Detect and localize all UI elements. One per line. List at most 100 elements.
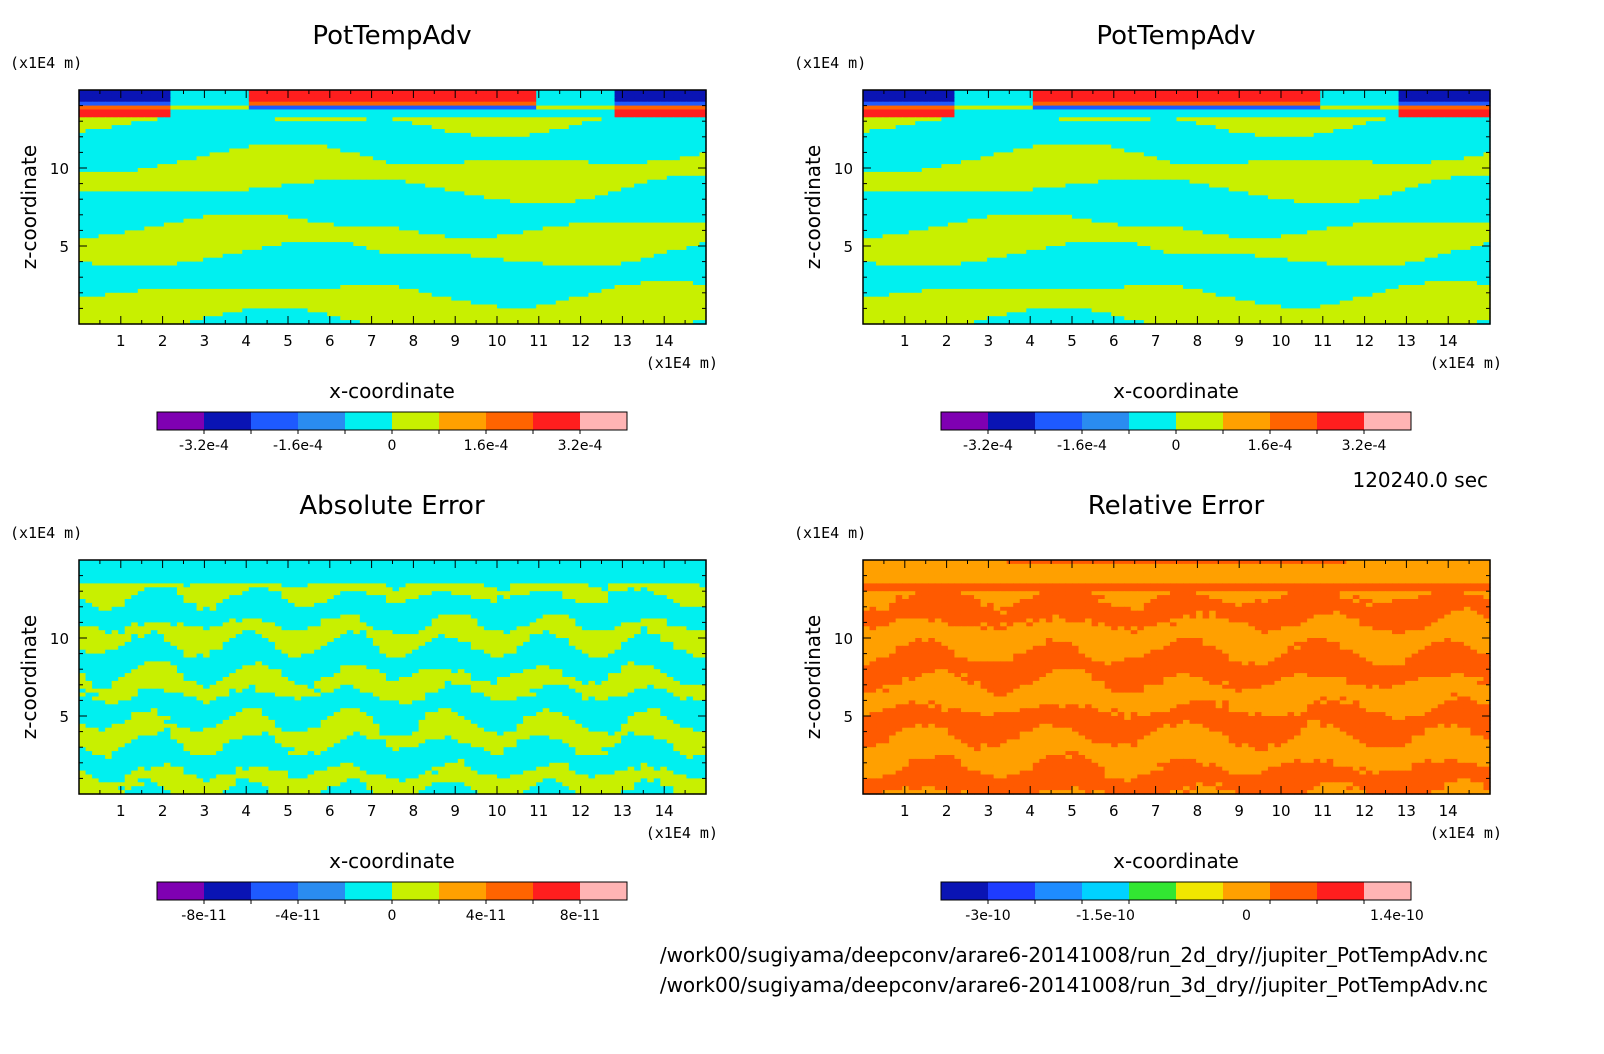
heatmap-cell <box>562 226 570 231</box>
heatmap-cell <box>510 249 518 255</box>
heatmap-cell <box>594 285 603 290</box>
heatmap-cell <box>555 179 563 185</box>
heatmap-cell <box>438 187 446 192</box>
heatmap-cell <box>307 105 315 111</box>
heatmap-cell <box>183 195 191 200</box>
heatmap-cell <box>118 218 126 224</box>
heatmap-cell <box>412 136 420 142</box>
heatmap-cell <box>288 90 296 95</box>
heatmap-cell <box>451 195 459 200</box>
heatmap-cell <box>692 242 701 247</box>
heatmap-cell <box>686 269 694 274</box>
heatmap-cell <box>529 285 537 290</box>
heatmap-cell <box>137 281 145 286</box>
heatmap-cell <box>660 121 668 126</box>
heatmap-cell <box>340 105 348 111</box>
heatmap-cell <box>647 269 655 274</box>
heatmap-cell <box>366 214 374 220</box>
heatmap-cell <box>340 132 348 138</box>
heatmap-cell <box>288 125 296 130</box>
heatmap-cell <box>163 121 172 126</box>
heatmap-cell <box>274 191 283 196</box>
heatmap-cell <box>242 171 250 177</box>
heatmap-cell <box>229 156 237 161</box>
heatmap-cell <box>307 214 315 220</box>
heatmap-cell <box>477 125 485 130</box>
heatmap-cell <box>438 179 446 185</box>
heatmap-cell <box>274 93 283 99</box>
heatmap-cell <box>314 210 322 216</box>
heatmap-cell <box>137 113 145 118</box>
heatmap-cell <box>679 234 688 239</box>
heatmap-cell <box>359 226 367 231</box>
heatmap-cell <box>222 90 230 95</box>
heatmap-cell <box>85 117 93 122</box>
heatmap-cell <box>490 253 498 259</box>
heatmap-cell <box>85 257 93 263</box>
heatmap-cell <box>399 273 407 278</box>
heatmap-cell <box>118 273 126 278</box>
heatmap-cell <box>150 257 158 263</box>
heatmap-cell <box>288 109 296 114</box>
heatmap-cell <box>536 148 544 153</box>
heatmap-cell <box>399 218 407 224</box>
heatmap-cell <box>575 214 583 220</box>
heatmap-cell <box>333 281 341 286</box>
heatmap-cell <box>418 230 426 235</box>
heatmap-cell <box>581 160 590 165</box>
heatmap-cell <box>575 253 583 259</box>
heatmap-cell <box>653 234 661 239</box>
heatmap-cell <box>679 203 688 208</box>
heatmap-cell <box>307 265 315 270</box>
heatmap-cell <box>353 109 361 114</box>
heatmap-cell <box>222 136 230 142</box>
heatmap-cell <box>490 269 498 274</box>
heatmap-cell <box>666 218 674 224</box>
heatmap-cell <box>523 125 531 130</box>
heatmap-cell <box>268 144 276 150</box>
heatmap-cell <box>124 175 132 181</box>
heatmap-cell <box>320 164 328 169</box>
heatmap-cell <box>92 261 100 267</box>
heatmap-cell <box>385 288 394 294</box>
heatmap-cell <box>555 136 563 142</box>
heatmap-cell <box>490 261 498 267</box>
heatmap-cell <box>594 222 603 228</box>
heatmap-cell <box>425 136 433 142</box>
heatmap-cell <box>176 261 185 267</box>
heatmap-cell <box>307 195 315 200</box>
heatmap-cell <box>353 195 361 200</box>
heatmap-cell <box>235 125 243 130</box>
heatmap-cell <box>79 214 87 220</box>
heatmap-cell <box>150 109 158 114</box>
heatmap-cell <box>98 121 106 126</box>
heatmap-cell <box>399 132 407 138</box>
heatmap-cell <box>98 129 106 134</box>
heatmap-cell <box>692 144 701 150</box>
heatmap-cell <box>333 265 341 270</box>
heatmap-cell <box>490 117 498 122</box>
heatmap-cell <box>340 269 348 274</box>
heatmap-cell <box>516 121 524 126</box>
heatmap-cell <box>137 129 145 134</box>
heatmap-cell <box>516 269 524 274</box>
heatmap-cell <box>392 183 400 189</box>
heatmap-cell <box>222 288 230 294</box>
heatmap-cell <box>366 93 374 99</box>
heatmap-cell <box>536 175 544 181</box>
heatmap-cell <box>216 277 224 282</box>
heatmap-cell <box>529 171 537 177</box>
heatmap-cell <box>588 285 596 290</box>
heatmap-cell <box>150 218 158 224</box>
heatmap-cell <box>444 249 452 255</box>
heatmap-cell <box>451 140 459 146</box>
heatmap-cell <box>594 218 603 224</box>
heatmap-cell <box>98 164 106 169</box>
heatmap-cell <box>699 97 707 103</box>
heatmap-cell <box>608 218 616 224</box>
heatmap-cell <box>235 277 243 282</box>
heatmap-cell <box>666 199 674 204</box>
heatmap-cell <box>594 97 603 103</box>
heatmap-cell <box>242 222 250 228</box>
heatmap-cell <box>353 273 361 278</box>
